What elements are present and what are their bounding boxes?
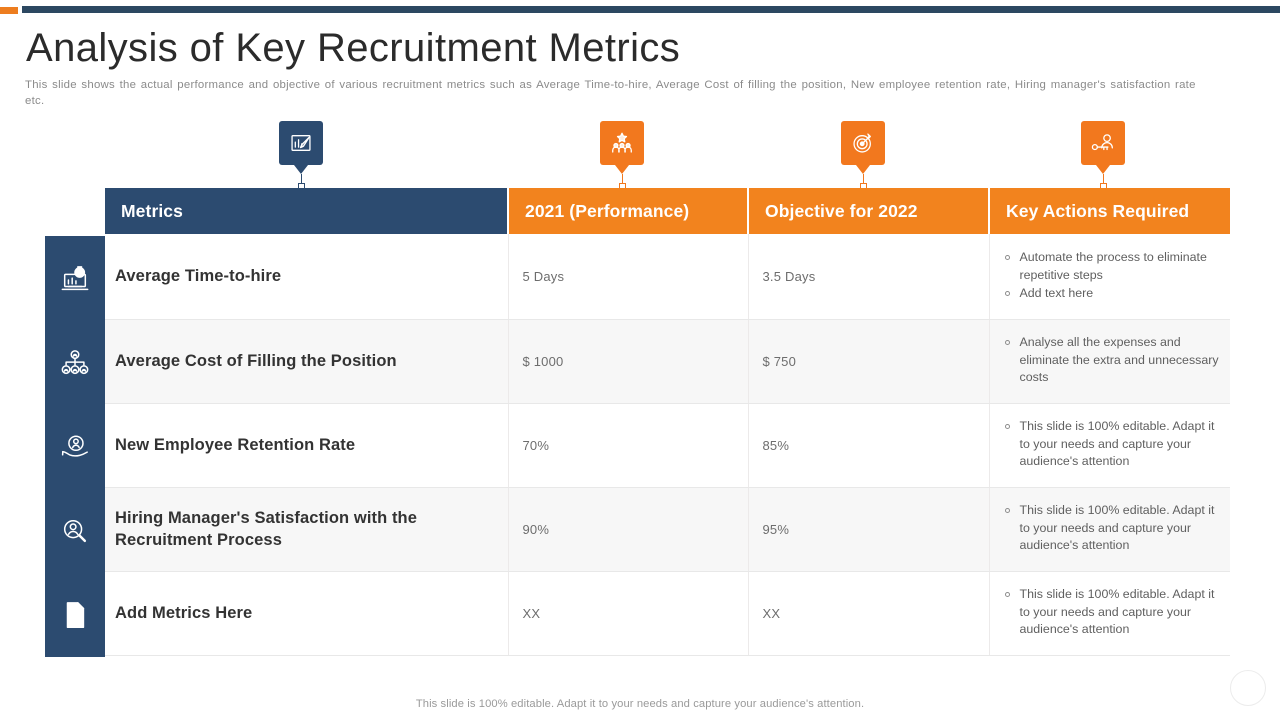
key-action-item: This slide is 100% editable. Adapt it to…: [996, 586, 1225, 639]
cell-metric-name: Add Metrics Here: [105, 571, 508, 656]
target-arrow-icon: [841, 121, 885, 165]
person-key-icon: [1081, 121, 1125, 165]
key-actions-list: Automate the process to eliminate repeti…: [996, 249, 1225, 303]
table-row[interactable]: Average Time-to-hire 5 Days 3.5 Days Automa…: [105, 234, 1230, 320]
cell-key-actions: Automate the process to eliminate repeti…: [988, 234, 1230, 320]
cell-objective-value: $ 750: [747, 319, 989, 404]
cell-key-actions: This slide is 100% editable. Adapt it to…: [988, 571, 1230, 656]
table-row[interactable]: Hiring Manager's Satisfaction with the R…: [105, 487, 1230, 572]
marker-pointer-icon: [615, 165, 629, 174]
top-accent-bar-navy: [22, 6, 1280, 13]
page-title: Analysis of Key Recruitment Metrics: [26, 26, 681, 70]
cell-performance-value: XX: [507, 571, 748, 656]
key-action-item: Analyse all the expenses and eliminate t…: [996, 334, 1225, 387]
top-accent-bar-orange: [0, 7, 18, 14]
bar-chart-edit-icon: [279, 121, 323, 165]
key-actions-list: Analyse all the expenses and eliminate t…: [996, 334, 1225, 387]
cell-metric-name: Average Time-to-hire: [105, 234, 508, 320]
footer-note: This slide is 100% editable. Adapt it to…: [415, 698, 865, 710]
cell-metric-name: New Employee Retention Rate: [105, 403, 508, 488]
table-row[interactable]: Average Cost of Filling the Position $ 10…: [105, 319, 1230, 404]
cell-performance-value: $ 1000: [507, 319, 748, 404]
rail-document-trend-icon: [45, 573, 105, 657]
marker-stem: [1102, 174, 1104, 183]
table-row[interactable]: New Employee Retention Rate 70% 85% This sl…: [105, 403, 1230, 488]
column-marker-2: [600, 121, 644, 190]
key-action-item: This slide is 100% editable. Adapt it to…: [996, 502, 1225, 555]
marker-stem: [621, 174, 623, 183]
marker-stem: [862, 174, 864, 183]
key-action-item: Add text here: [996, 285, 1225, 303]
cell-key-actions: Analyse all the expenses and eliminate t…: [988, 319, 1230, 404]
column-header-objective[interactable]: Objective for 2022: [747, 188, 989, 234]
row-icon-rail: [45, 236, 105, 657]
rail-laptop-stopwatch-icon: [45, 236, 105, 321]
column-header-key-actions[interactable]: Key Actions Required: [988, 188, 1230, 234]
cell-performance-value: 90%: [507, 487, 748, 572]
marker-pointer-icon: [856, 165, 870, 174]
cell-metric-name: Average Cost of Filling the Position: [105, 319, 508, 404]
column-marker-1: [279, 121, 323, 190]
corner-circle-decoration: [1230, 670, 1266, 706]
cell-objective-value: 95%: [747, 487, 989, 572]
key-actions-list: This slide is 100% editable. Adapt it to…: [996, 586, 1225, 639]
marker-pointer-icon: [294, 165, 308, 174]
table-header: Metrics 2021 (Performance) Objective for…: [105, 188, 1230, 234]
cell-performance-value: 5 Days: [507, 234, 748, 320]
page-subtitle: This slide shows the actual performance …: [25, 79, 1196, 107]
key-actions-list: This slide is 100% editable. Adapt it to…: [996, 502, 1225, 555]
cell-performance-value: 70%: [507, 403, 748, 488]
column-header-metrics[interactable]: Metrics: [105, 188, 508, 234]
cell-objective-value: 3.5 Days: [747, 234, 989, 320]
cell-metric-name: Hiring Manager's Satisfaction with the R…: [105, 487, 508, 572]
rail-person-magnifier-icon: [45, 489, 105, 573]
column-marker-3: [841, 121, 885, 190]
key-action-item: This slide is 100% editable. Adapt it to…: [996, 418, 1225, 471]
cell-key-actions: This slide is 100% editable. Adapt it to…: [988, 403, 1230, 488]
table-row[interactable]: Add Metrics Here XX XX This slide is 100% e…: [105, 571, 1230, 656]
cell-objective-value: 85%: [747, 403, 989, 488]
cell-key-actions: This slide is 100% editable. Adapt it to…: [988, 487, 1230, 572]
cell-objective-value: XX: [747, 571, 989, 656]
table-header-row: Metrics 2021 (Performance) Objective for…: [105, 188, 1230, 234]
marker-stem: [300, 174, 302, 183]
column-marker-4: [1081, 121, 1125, 190]
column-header-performance[interactable]: 2021 (Performance): [507, 188, 748, 234]
rail-org-chart-people-icon: [45, 321, 105, 405]
key-actions-list: This slide is 100% editable. Adapt it to…: [996, 418, 1225, 471]
key-action-item: Automate the process to eliminate repeti…: [996, 249, 1225, 284]
rail-person-in-hand-icon: [45, 405, 105, 489]
marker-pointer-icon: [1096, 165, 1110, 174]
recruitment-metrics-table: Metrics 2021 (Performance) Objective for…: [105, 188, 1230, 656]
team-star-icon: [600, 121, 644, 165]
table-body: Average Time-to-hire 5 Days 3.5 Days Automa…: [105, 234, 1230, 656]
